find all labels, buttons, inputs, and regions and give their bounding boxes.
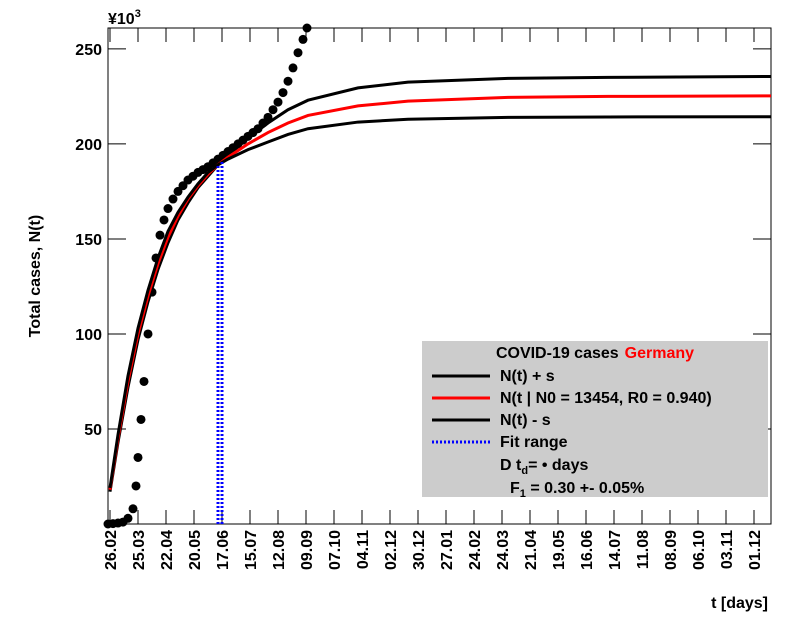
x-tick-label: 21.04: [523, 530, 540, 570]
x-tick-label: 03.11: [719, 530, 736, 569]
data-point: [133, 452, 143, 462]
annotation: F1 = 0.30 +- 0.05%: [510, 480, 644, 500]
annotation-part: D t: [500, 457, 522, 474]
data-point: [136, 414, 146, 424]
x-tick-label: 08.09: [663, 530, 680, 570]
annotation-part: F: [510, 480, 520, 497]
data-point: [298, 34, 308, 44]
x-tick-label: 11.08: [635, 530, 652, 569]
x-tick-label: 09.09: [299, 530, 316, 570]
plot-frame: [107, 27, 772, 525]
data-point: [128, 504, 138, 514]
legend-title-text: COVID-19 cases: [496, 345, 619, 362]
data-point: [263, 112, 273, 122]
data-point: [143, 329, 153, 339]
y-tick-label: 50: [84, 422, 102, 439]
data-point: [131, 481, 141, 491]
data-point: [159, 215, 169, 225]
legend-label: N(t) - s: [500, 412, 551, 429]
annotation: D td= • days: [500, 457, 588, 477]
x-tick-label: 02.12: [383, 530, 400, 570]
data-point: [123, 513, 133, 523]
data-point: [302, 23, 312, 33]
legend-label: Fit range: [500, 434, 568, 451]
data-point: [268, 105, 278, 115]
x-tick-label: 26.02: [103, 530, 120, 570]
data-point: [278, 88, 288, 98]
legend: COVID-19 cases Germany N(t) + s N(t | N0 = …: [422, 341, 768, 500]
data-point: [283, 76, 293, 86]
x-tick-label: 27.01: [439, 530, 456, 570]
x-tick-label: 22.04: [159, 530, 176, 570]
fit-line: [108, 115, 772, 489]
x-tick-label: 12.08: [271, 530, 288, 570]
legend-title: COVID-19 cases Germany: [496, 345, 694, 362]
x-tick-label: 30.12: [411, 530, 428, 570]
x-tick-label: 07.10: [327, 530, 344, 570]
x-tick-label: 19.05: [551, 530, 568, 570]
data-point: [168, 194, 178, 204]
x-tick-label: 17.06: [215, 530, 232, 570]
y-multiplier: ¥103: [108, 8, 141, 28]
annotation-part: 1: [520, 488, 526, 500]
x-tick-label: 04.11: [355, 530, 372, 569]
data-point: [273, 97, 283, 107]
x-tick-label: 14.07: [607, 530, 624, 570]
y-tick-label: 250: [75, 42, 102, 59]
annotation-part: d: [521, 465, 528, 477]
data-point: [163, 204, 173, 214]
x-tick-label: 06.10: [691, 530, 708, 570]
legend-country: Germany: [625, 345, 694, 362]
data-point: [139, 376, 149, 386]
annotation-part: = 0.30 +- 0.05%: [526, 480, 644, 497]
y-tick-label: 100: [75, 327, 102, 344]
x-axis-title: t [days]: [711, 595, 768, 612]
y-tick-label: 200: [75, 137, 102, 154]
data-point: [293, 48, 303, 58]
x-tick-label: 16.06: [579, 530, 596, 570]
y-axis-title: Total cases, N(t): [27, 215, 44, 337]
x-tick-label: 25.03: [131, 530, 148, 570]
x-tick-label: 15.07: [243, 530, 260, 570]
x-tick-label: 01.12: [747, 530, 764, 570]
x-tick-label: 20.05: [187, 530, 204, 570]
x-tick-label: 24.03: [495, 530, 512, 570]
x-tick-label: 24.02: [467, 530, 484, 570]
legend-label: N(t) + s: [500, 368, 555, 385]
legend-label: N(t | N0 = 13454, R0 = 0.940): [500, 390, 712, 407]
data-point: [155, 230, 165, 240]
y-tick-label: 150: [75, 232, 102, 249]
data-point: [288, 63, 298, 73]
annotation-part: = • days: [528, 457, 588, 474]
